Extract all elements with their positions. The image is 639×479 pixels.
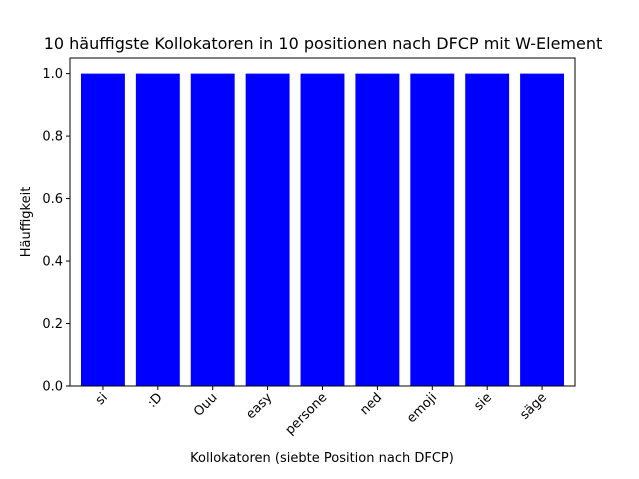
- bar-3: [245, 73, 290, 386]
- bars-group: [80, 73, 565, 386]
- x-tick-label-2: Ouu: [191, 390, 220, 419]
- bar-5: [355, 73, 400, 386]
- x-tick-label-3: easy: [243, 390, 275, 422]
- x-tick-label-1: :D: [145, 390, 166, 411]
- y-tick-label-0: 0.0: [42, 380, 63, 395]
- chart-title: 10 häuffigste Kollokatoren in 10 positio…: [44, 34, 603, 53]
- x-axis-label: Kollokatoren (siebte Position nach DFCP): [190, 451, 454, 466]
- x-tick-label-7: sie: [471, 390, 495, 414]
- x-axis: si :D Ouu easy persone ned emoji sie säge: [93, 386, 550, 438]
- y-axis: 0.0 0.2 0.4 0.6 0.8 1.0: [42, 67, 70, 395]
- bar-8: [520, 73, 565, 386]
- x-tick-label-8: säge: [517, 390, 550, 423]
- x-tick-label-6: emoji: [404, 390, 440, 426]
- bar-2: [190, 73, 235, 386]
- y-axis-label: Häuffigkeit: [19, 187, 34, 258]
- y-tick-label-1: 0.2: [42, 317, 63, 332]
- bar-7: [465, 73, 510, 386]
- y-tick-label-3: 0.6: [42, 192, 63, 207]
- bar-4: [300, 73, 345, 386]
- x-tick-label-5: ned: [357, 390, 385, 418]
- x-tick-label-4: persone: [283, 390, 331, 438]
- bar-1: [135, 73, 180, 386]
- x-tick-label-0: si: [93, 390, 111, 408]
- bar-0: [80, 73, 125, 386]
- y-tick-label-5: 1.0: [42, 67, 63, 82]
- y-tick-label-4: 0.8: [42, 130, 63, 145]
- y-tick-label-2: 0.4: [42, 255, 63, 270]
- bar-6: [410, 73, 455, 386]
